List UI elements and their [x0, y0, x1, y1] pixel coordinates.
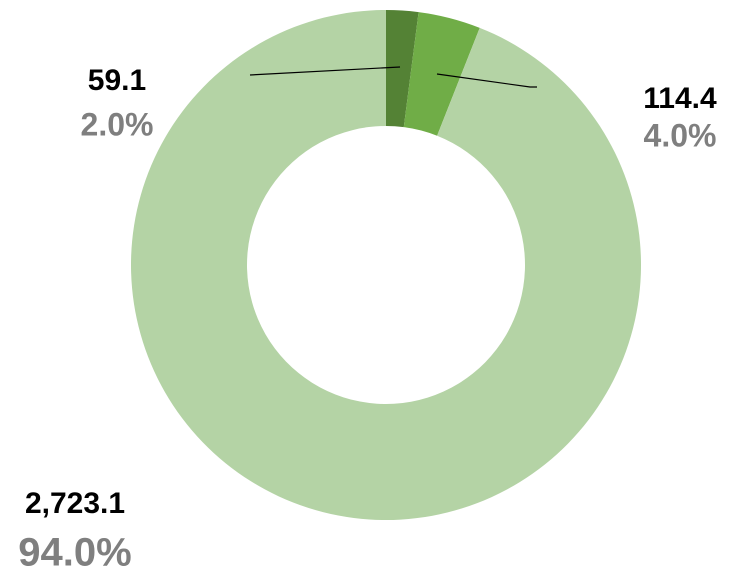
percent-label: 4.0%: [644, 117, 717, 153]
leader-line: [249, 66, 401, 76]
value-label: 59.1: [88, 64, 146, 97]
percent-label: 2.0%: [81, 106, 154, 142]
value-label: 114.4: [643, 82, 717, 115]
donut-slice: [403, 12, 480, 136]
value-label: 2,723.1: [25, 487, 125, 520]
leader-line: [436, 73, 537, 88]
donut: [131, 10, 642, 520]
donut-slice: [131, 10, 642, 520]
donut-slice: [386, 10, 419, 128]
percent-label: 94.0%: [18, 531, 131, 575]
